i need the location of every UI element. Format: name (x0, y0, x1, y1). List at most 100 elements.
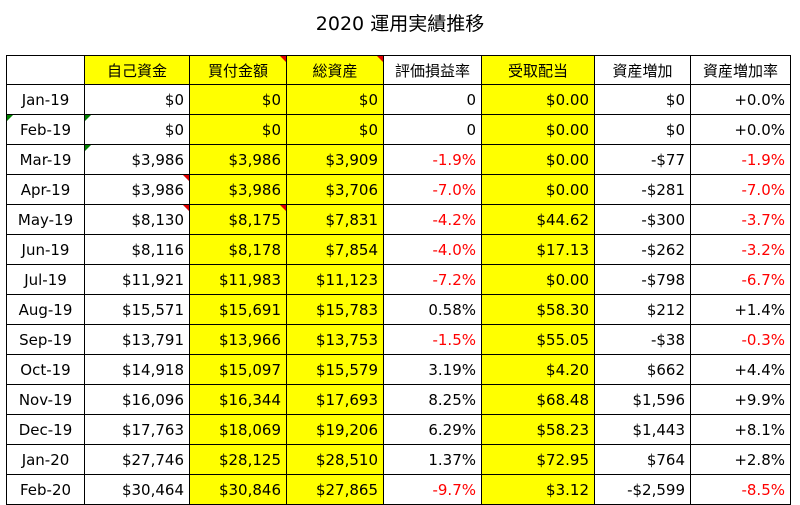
total-assets-cell[interactable]: $11,123 (286, 264, 384, 295)
own-funds-cell[interactable]: $14,918 (84, 354, 190, 385)
unrealized-pl-rate-cell[interactable]: -7.2% (383, 264, 482, 295)
month-cell[interactable]: Jan-20 (6, 444, 85, 475)
own-funds-cell[interactable]: $16,096 (84, 384, 190, 415)
asset-increase-rate-cell[interactable]: +4.4% (690, 354, 791, 385)
month-cell[interactable]: Apr-19 (6, 174, 85, 205)
month-cell[interactable]: Aug-19 (6, 294, 85, 325)
asset-increase-cell[interactable]: $662 (594, 354, 691, 385)
total-assets-cell[interactable]: $3,706 (286, 174, 384, 205)
own-funds-cell[interactable]: $0 (84, 114, 190, 145)
total-assets-cell[interactable]: $0 (286, 84, 384, 115)
asset-increase-cell[interactable]: -$38 (594, 324, 691, 355)
own-funds-cell[interactable]: $30,464 (84, 474, 190, 505)
dividends-cell[interactable]: $0.00 (481, 84, 595, 115)
purchase-amount-cell[interactable]: $8,178 (189, 234, 287, 265)
purchase-amount-cell[interactable]: $0 (189, 114, 287, 145)
month-cell[interactable]: Jan-19 (6, 84, 85, 115)
unrealized-pl-rate-cell[interactable]: 3.19% (383, 354, 482, 385)
asset-increase-rate-cell[interactable]: -3.2% (690, 234, 791, 265)
comment-marker[interactable] (280, 205, 286, 211)
asset-increase-cell[interactable]: -$262 (594, 234, 691, 265)
purchase-amount-cell[interactable]: $28,125 (189, 444, 287, 475)
comment-marker[interactable] (183, 175, 189, 181)
asset-increase-cell[interactable]: -$77 (594, 144, 691, 175)
dividends-cell[interactable]: $3.12 (481, 474, 595, 505)
own-funds-cell[interactable]: $8,116 (84, 234, 190, 265)
own-funds-cell[interactable]: $8,130 (84, 204, 190, 235)
own-funds-cell[interactable]: $0 (84, 84, 190, 115)
total-assets-cell[interactable]: $7,831 (286, 204, 384, 235)
asset-increase-cell[interactable]: -$2,599 (594, 474, 691, 505)
asset-increase-cell[interactable]: -$798 (594, 264, 691, 295)
total-assets-cell[interactable]: $15,783 (286, 294, 384, 325)
unrealized-pl-rate-cell[interactable]: -7.0% (383, 174, 482, 205)
comment-marker[interactable] (183, 205, 189, 211)
purchase-amount-cell[interactable]: $30,846 (189, 474, 287, 505)
purchase-amount-cell[interactable]: $3,986 (189, 174, 287, 205)
dividends-cell[interactable]: $17.13 (481, 234, 595, 265)
own-funds-cell[interactable]: $15,571 (84, 294, 190, 325)
purchase-amount-cell[interactable]: $16,344 (189, 384, 287, 415)
purchase-amount-cell[interactable]: $18,069 (189, 414, 287, 445)
asset-increase-cell[interactable]: -$281 (594, 174, 691, 205)
month-cell[interactable]: Sep-19 (6, 324, 85, 355)
dividends-cell[interactable]: $55.05 (481, 324, 595, 355)
asset-increase-cell[interactable]: $764 (594, 444, 691, 475)
purchase-amount-cell[interactable]: $8,175 (189, 204, 287, 235)
total-assets-cell[interactable]: $28,510 (286, 444, 384, 475)
month-cell[interactable]: Oct-19 (6, 354, 85, 385)
unrealized-pl-rate-cell[interactable]: -1.9% (383, 144, 482, 175)
total-assets-cell[interactable]: $3,909 (286, 144, 384, 175)
unrealized-pl-rate-cell[interactable]: 1.37% (383, 444, 482, 475)
month-cell[interactable]: Feb-19 (6, 114, 85, 145)
dividends-cell[interactable]: $68.48 (481, 384, 595, 415)
month-cell[interactable]: Dec-19 (6, 414, 85, 445)
own-funds-cell[interactable]: $13,791 (84, 324, 190, 355)
dividends-cell[interactable]: $4.20 (481, 354, 595, 385)
comment-marker[interactable] (280, 56, 286, 62)
dividends-cell[interactable]: $0.00 (481, 264, 595, 295)
month-cell[interactable]: Nov-19 (6, 384, 85, 415)
asset-increase-rate-cell[interactable]: -3.7% (690, 204, 791, 235)
month-cell[interactable]: Jun-19 (6, 234, 85, 265)
dividends-cell[interactable]: $0.00 (481, 174, 595, 205)
dividends-cell[interactable]: $0.00 (481, 144, 595, 175)
asset-increase-rate-cell[interactable]: -8.5% (690, 474, 791, 505)
unrealized-pl-rate-cell[interactable]: 6.29% (383, 414, 482, 445)
comment-marker[interactable] (377, 56, 383, 62)
own-funds-cell[interactable]: $11,921 (84, 264, 190, 295)
own-funds-cell[interactable]: $3,986 (84, 144, 190, 175)
month-cell[interactable]: Jul-19 (6, 264, 85, 295)
total-assets-cell[interactable]: $13,753 (286, 324, 384, 355)
total-assets-cell[interactable]: $19,206 (286, 414, 384, 445)
unrealized-pl-rate-cell[interactable]: -9.7% (383, 474, 482, 505)
purchase-amount-cell[interactable]: $11,983 (189, 264, 287, 295)
own-funds-cell[interactable]: $27,746 (84, 444, 190, 475)
asset-increase-rate-cell[interactable]: +9.9% (690, 384, 791, 415)
asset-increase-rate-cell[interactable]: -7.0% (690, 174, 791, 205)
total-assets-cell[interactable]: $27,865 (286, 474, 384, 505)
purchase-amount-cell[interactable]: $0 (189, 84, 287, 115)
unrealized-pl-rate-cell[interactable]: 0 (383, 84, 482, 115)
month-cell[interactable]: Mar-19 (6, 144, 85, 175)
asset-increase-rate-cell[interactable]: +8.1% (690, 414, 791, 445)
total-assets-cell[interactable]: $17,693 (286, 384, 384, 415)
dividends-cell[interactable]: $0.00 (481, 114, 595, 145)
unrealized-pl-rate-cell[interactable]: 8.25% (383, 384, 482, 415)
purchase-amount-cell[interactable]: $13,966 (189, 324, 287, 355)
dividends-cell[interactable]: $58.30 (481, 294, 595, 325)
asset-increase-rate-cell[interactable]: +0.0% (690, 84, 791, 115)
dividends-cell[interactable]: $44.62 (481, 204, 595, 235)
own-funds-cell[interactable]: $17,763 (84, 414, 190, 445)
asset-increase-rate-cell[interactable]: +2.8% (690, 444, 791, 475)
dividends-cell[interactable]: $72.95 (481, 444, 595, 475)
total-assets-cell[interactable]: $15,579 (286, 354, 384, 385)
asset-increase-rate-cell[interactable]: -6.7% (690, 264, 791, 295)
purchase-amount-cell[interactable]: $15,097 (189, 354, 287, 385)
total-assets-cell[interactable]: $0 (286, 114, 384, 145)
dividends-cell[interactable]: $58.23 (481, 414, 595, 445)
own-funds-cell[interactable]: $3,986 (84, 174, 190, 205)
month-cell[interactable]: Feb-20 (6, 474, 85, 505)
month-cell[interactable]: May-19 (6, 204, 85, 235)
asset-increase-cell[interactable]: -$300 (594, 204, 691, 235)
